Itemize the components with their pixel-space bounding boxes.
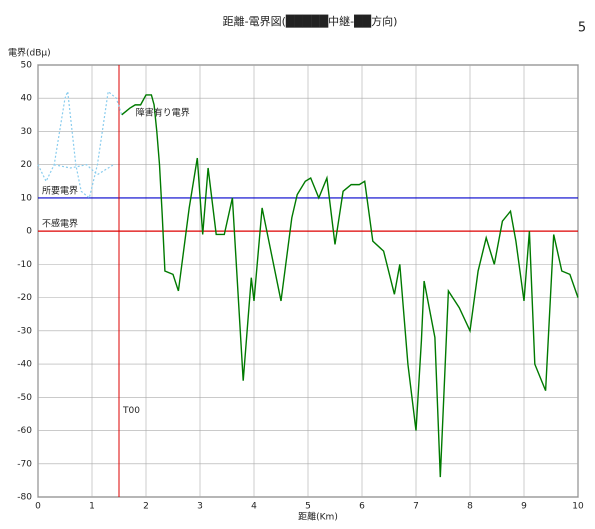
y-tick-label: -60 [17, 426, 32, 436]
y-tick-label: 10 [21, 193, 33, 203]
x-tick-label: 7 [413, 502, 419, 512]
x-tick-label: 9 [521, 502, 527, 512]
x-tick-label: 2 [143, 502, 149, 512]
x-tick-label: 3 [197, 502, 203, 512]
x-tick-label: 4 [251, 502, 257, 512]
reference-label: T00 [122, 406, 140, 416]
x-tick-label: 0 [35, 502, 41, 512]
reference-label: 不感電界 [42, 218, 78, 230]
y-tick-label: -40 [17, 360, 32, 370]
y-tick-label: 40 [21, 94, 33, 104]
y-axis-label: 電界(dBμ) [8, 48, 51, 59]
series-line [121, 94, 579, 478]
x-tick-label: 8 [467, 502, 473, 512]
page-number: 5 [578, 21, 586, 36]
series-line [37, 90, 123, 199]
chart-title: 距離-電界図(█████中継-██方向) [223, 14, 398, 28]
y-tick-label: 20 [21, 160, 33, 170]
y-tick-label: -70 [17, 459, 32, 469]
y-tick-label: -20 [17, 293, 32, 303]
y-tick-label: 0 [26, 227, 32, 237]
x-tick-label: 1 [89, 502, 95, 512]
y-tick-label: -10 [17, 260, 32, 270]
y-tick-label: -30 [17, 326, 32, 336]
x-tick-label: 6 [359, 502, 365, 512]
reference-label: 所要電界 [42, 185, 78, 196]
series-label: 障害有り電界 [136, 106, 190, 118]
x-tick-label: 10 [572, 502, 584, 512]
x-tick-label: 5 [305, 502, 311, 512]
y-tick-label: 50 [21, 61, 33, 71]
y-tick-label: 30 [21, 127, 33, 137]
x-axis-label: 距離(Km) [298, 511, 338, 523]
series-line [54, 164, 114, 176]
y-tick-label: -50 [17, 393, 32, 403]
y-tick-label: -80 [17, 493, 32, 503]
